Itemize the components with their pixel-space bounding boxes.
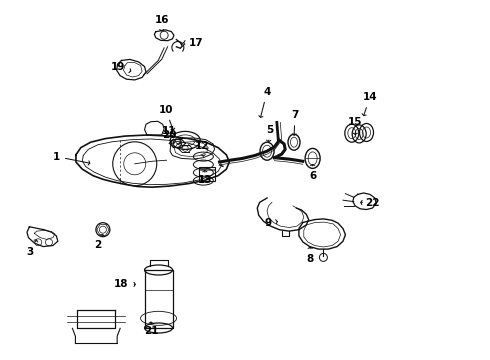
- Text: 16: 16: [154, 15, 169, 31]
- Text: 8: 8: [307, 247, 314, 264]
- Text: 5: 5: [266, 125, 273, 141]
- Text: 6: 6: [309, 165, 316, 181]
- Text: 18: 18: [114, 279, 135, 289]
- Text: 20: 20: [162, 130, 181, 144]
- Text: 10: 10: [158, 105, 175, 130]
- Text: 4: 4: [259, 87, 271, 117]
- Text: 17: 17: [183, 38, 203, 48]
- Bar: [199, 167, 216, 181]
- Text: 3: 3: [27, 240, 38, 257]
- Text: 1: 1: [53, 152, 90, 165]
- Text: 21: 21: [144, 322, 158, 336]
- Text: 22: 22: [361, 198, 380, 208]
- Text: 12: 12: [195, 141, 210, 156]
- Text: 13: 13: [197, 171, 212, 185]
- Text: 15: 15: [348, 117, 363, 134]
- Text: 14: 14: [362, 92, 377, 116]
- Text: 19: 19: [110, 62, 131, 73]
- Text: 9: 9: [265, 218, 278, 228]
- Text: 2: 2: [95, 234, 104, 250]
- Text: 11: 11: [162, 126, 176, 143]
- Text: 7: 7: [291, 110, 299, 135]
